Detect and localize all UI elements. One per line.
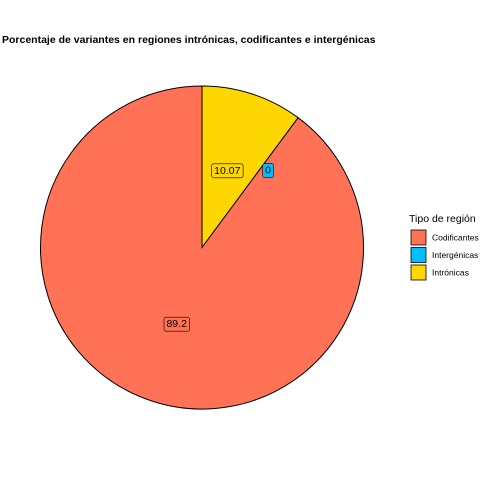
data-label-box xyxy=(211,163,244,179)
pie-slice-intronicas xyxy=(201,85,299,250)
legend: Tipo de región Codificantes Intergénicas I… xyxy=(409,213,479,281)
legend-swatch-intronicas xyxy=(410,264,427,281)
legend-label-codificantes: Codificantes xyxy=(432,233,479,243)
data-label-box xyxy=(262,163,275,178)
legend-label-intronicas: Intrónicas xyxy=(432,268,469,278)
data-label-text: 0 xyxy=(265,165,271,177)
pie-slice-codificantes xyxy=(40,85,364,410)
data-label-text: 89.2 xyxy=(166,318,187,330)
legend-swatch-intergenicas xyxy=(410,247,427,263)
data-label-intergenicas: 0 xyxy=(262,163,275,178)
chart-title: Porcentaje de variantes en regiones intr… xyxy=(2,34,376,46)
data-label-text: 10.07 xyxy=(214,165,240,177)
pie-data-labels: 10.07 0 89.2 xyxy=(163,163,275,332)
data-label-codificantes: 89.2 xyxy=(163,316,190,332)
data-label-intronicas: 10.07 xyxy=(211,163,244,179)
data-label-box xyxy=(163,316,190,332)
pie-slices xyxy=(40,85,364,410)
legend-title: Tipo de región xyxy=(409,213,476,225)
legend-label-intergenicas: Intergénicas xyxy=(432,250,478,260)
legend-swatch-codificantes xyxy=(410,229,427,246)
